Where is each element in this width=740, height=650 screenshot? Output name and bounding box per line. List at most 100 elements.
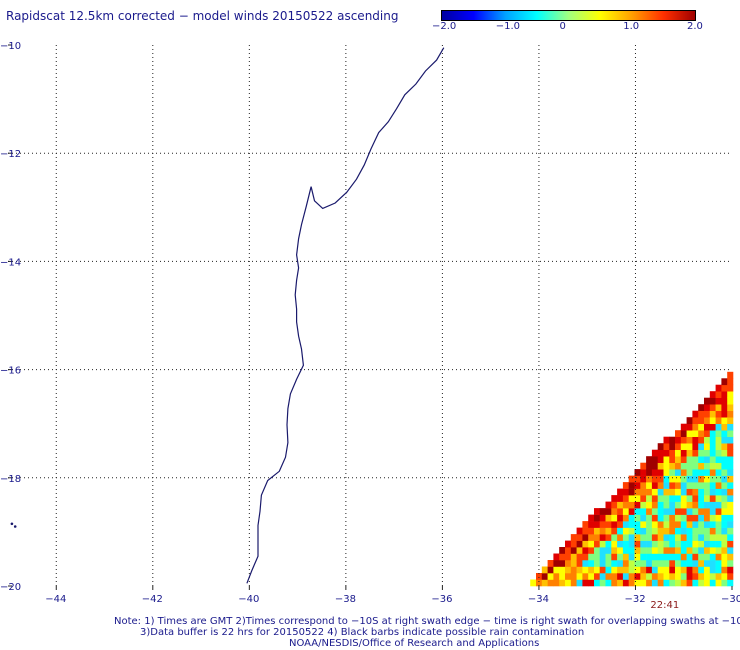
swath-cell <box>727 521 734 528</box>
swath-cell <box>559 553 566 561</box>
swath-cell <box>565 560 572 567</box>
swath-cell <box>721 540 728 548</box>
swath-cell <box>680 430 687 437</box>
swath-cell <box>669 534 676 541</box>
swath-cell <box>692 482 699 489</box>
swath-cell <box>721 521 728 528</box>
swath-cell <box>594 521 601 528</box>
swath-cell <box>721 488 728 496</box>
swath-cell <box>704 436 711 444</box>
swath-cell <box>721 566 728 574</box>
swath-cell <box>651 521 658 528</box>
swath-cell <box>721 410 728 418</box>
colorbar <box>441 10 696 21</box>
lon-tick-label: −38 <box>335 594 356 605</box>
swath-cell <box>570 553 577 561</box>
swath-cell <box>622 488 629 496</box>
swath-cell <box>640 534 647 541</box>
swath-cell <box>594 514 601 522</box>
swath-cell <box>709 449 716 457</box>
swath-cell <box>675 566 682 574</box>
swath-cell <box>680 456 687 463</box>
swath-cell <box>628 514 635 522</box>
swath-cell <box>617 527 624 535</box>
swath-cell <box>727 469 734 476</box>
swath-cell <box>727 501 734 509</box>
lon-tick-label: −30 <box>721 594 740 605</box>
swath-cell <box>686 553 693 561</box>
swath-cell <box>657 456 664 463</box>
swath-cell <box>727 456 734 463</box>
swath-cell <box>634 482 641 489</box>
swath-cell <box>709 410 716 418</box>
swath-cell <box>709 534 716 541</box>
swath-cell <box>640 482 647 489</box>
swath-cell <box>646 560 653 567</box>
swath-cell <box>727 462 734 470</box>
colorbar-label: 0 <box>559 21 566 32</box>
swath-cell <box>727 378 734 386</box>
swath-cell <box>646 488 653 496</box>
swath-cell <box>698 430 705 437</box>
swath-cell <box>622 573 629 580</box>
swath-cell <box>599 540 606 548</box>
swath-cell <box>565 573 572 580</box>
swath-cell <box>530 579 537 587</box>
swath-cell <box>657 508 664 515</box>
swath-cell <box>646 456 653 463</box>
swath-cell <box>698 495 705 502</box>
swath-cell <box>651 501 658 509</box>
swath-cell <box>698 560 705 567</box>
swath-cell <box>565 553 572 561</box>
swath-cell <box>686 488 693 496</box>
swath-cell <box>721 514 728 522</box>
swath-cell <box>640 547 647 554</box>
swath-cell <box>709 430 716 437</box>
swath-cell <box>727 404 734 411</box>
swath-cell <box>651 566 658 574</box>
swath-cell <box>680 423 687 431</box>
swath-cell <box>709 501 716 509</box>
swath-cell <box>715 553 722 561</box>
swath-cell <box>721 430 728 437</box>
swath-cell <box>715 488 722 496</box>
swath-cell <box>709 475 716 483</box>
swath-cell <box>698 423 705 431</box>
swath-cell <box>698 475 705 483</box>
swath-cell <box>646 527 653 535</box>
swath-cell <box>704 573 711 580</box>
swath-cell <box>704 397 711 405</box>
swath-cell <box>617 579 624 587</box>
swath-cell <box>704 469 711 476</box>
swath-cell <box>582 573 589 580</box>
swath-cell <box>576 573 583 580</box>
swath-cell <box>657 488 664 496</box>
swath-cell <box>709 404 716 411</box>
swath-cell <box>617 521 624 528</box>
swath-cell <box>704 527 711 535</box>
swath-cell <box>669 462 676 470</box>
swath-cell <box>715 436 722 444</box>
swath-cell <box>680 547 687 554</box>
swath-cell <box>686 521 693 528</box>
swath-cell <box>715 547 722 554</box>
swath-cell <box>669 469 676 476</box>
swath-cell <box>698 469 705 476</box>
swath-cell <box>628 560 635 567</box>
swath-cell <box>547 573 554 580</box>
swath-cell <box>599 553 606 561</box>
swath-cell <box>698 488 705 496</box>
swath-cell <box>727 449 734 457</box>
swath-cell <box>721 573 728 580</box>
swath-cell <box>721 404 728 411</box>
swath-cell <box>721 527 728 535</box>
swath-cell <box>611 508 618 515</box>
swath-cell <box>680 540 687 548</box>
lon-tick-label: −44 <box>45 594 66 605</box>
swath-cell <box>704 566 711 574</box>
swath-cell <box>709 397 716 405</box>
swath-cell <box>617 566 624 574</box>
swath-cell <box>663 547 670 554</box>
swath-cell <box>675 521 682 528</box>
swath-cell <box>727 391 734 398</box>
